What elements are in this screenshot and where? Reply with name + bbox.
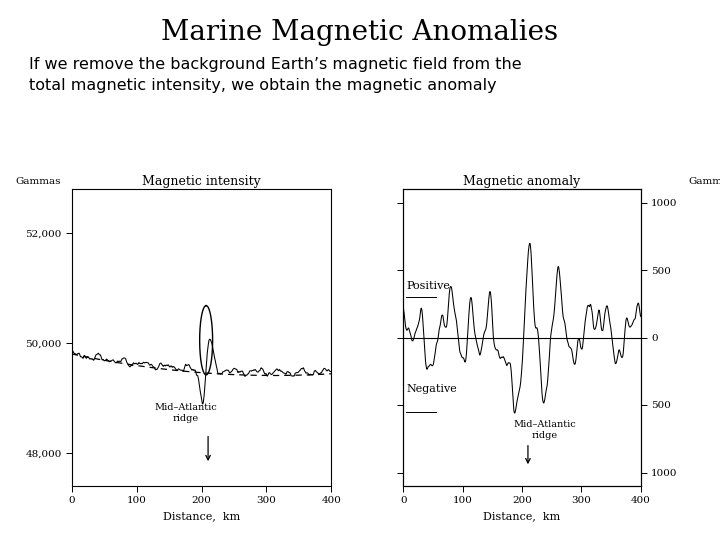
Text: Gammas: Gammas <box>15 177 60 186</box>
Title: Magnetic intensity: Magnetic intensity <box>143 175 261 188</box>
Text: Marine Magnetic Anomalies: Marine Magnetic Anomalies <box>161 19 559 46</box>
Text: Negative: Negative <box>406 384 457 394</box>
Title: Magnetic anomaly: Magnetic anomaly <box>464 175 580 188</box>
X-axis label: Distance,  km: Distance, km <box>163 511 240 521</box>
Text: Mid–Atlantic
ridge: Mid–Atlantic ridge <box>154 403 217 423</box>
Text: Gammas: Gammas <box>688 177 720 186</box>
X-axis label: Distance,  km: Distance, km <box>483 511 561 521</box>
Text: total magnetic intensity, we obtain the magnetic anomaly: total magnetic intensity, we obtain the … <box>29 78 496 93</box>
Text: Positive: Positive <box>406 281 450 291</box>
Text: If we remove the background Earth’s magnetic field from the: If we remove the background Earth’s magn… <box>29 57 521 72</box>
Text: Mid–Atlantic
ridge: Mid–Atlantic ridge <box>513 420 576 440</box>
